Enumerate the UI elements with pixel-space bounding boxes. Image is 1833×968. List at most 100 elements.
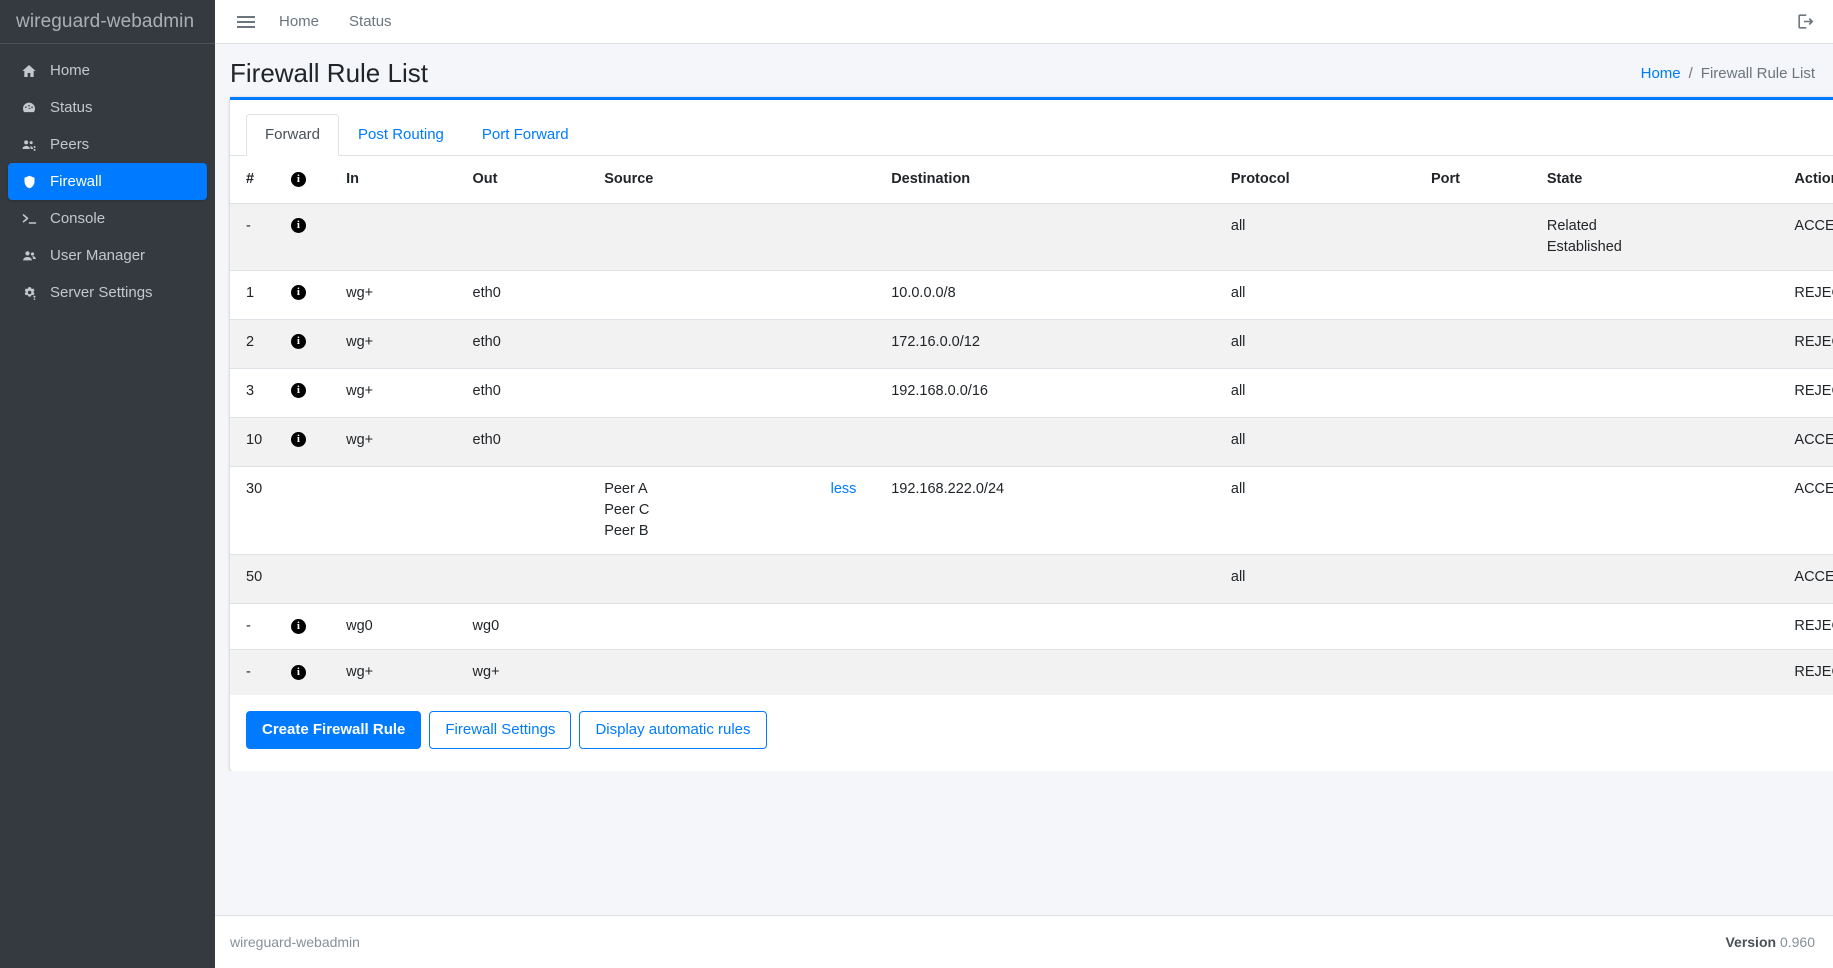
tab-forward[interactable]: Forward: [246, 114, 340, 156]
cell-action: REJECT: [1786, 367, 1833, 418]
info-icon[interactable]: i: [290, 432, 306, 448]
info-icon[interactable]: i: [290, 383, 306, 399]
info-icon: i: [290, 171, 306, 187]
table-row: -i wg+wg+ REJECT: [230, 648, 1833, 695]
info-icon[interactable]: i: [290, 618, 306, 634]
sidebar-item-home[interactable]: Home: [8, 52, 207, 89]
breadcrumb-separator: /: [1688, 65, 1693, 83]
cell-protocol: all: [1222, 318, 1424, 369]
breadcrumb-home-link[interactable]: Home: [1640, 65, 1681, 83]
content-body: Forward Post Routing Port Forward Defaul…: [215, 97, 1833, 771]
cell-action: REJECT: [1786, 602, 1833, 650]
less-link[interactable]: less: [830, 480, 857, 497]
sidebar-item-firewall[interactable]: Firewall: [8, 163, 207, 200]
sidebar-item-label: Server Settings: [50, 284, 153, 301]
cell-action: ACCEPT: [1786, 553, 1833, 604]
cell-state: [1538, 648, 1787, 695]
footer: wireguard-webadmin Version 0.960: [215, 915, 1833, 968]
sidebar-item-user-manager[interactable]: User Manager: [8, 237, 207, 274]
info-icon[interactable]: i: [290, 664, 306, 680]
cell-expand: [822, 553, 884, 604]
display-automatic-rules-button[interactable]: Display automatic rules: [579, 710, 767, 749]
cell-out: [464, 553, 597, 604]
cell-source: [596, 318, 823, 369]
cell-in: wg+: [338, 416, 465, 467]
hamburger-icon[interactable]: [231, 11, 255, 33]
action-button-row: Create Firewall Rule Firewall Settings D…: [230, 695, 1833, 771]
cell-info: i: [282, 648, 339, 695]
cell-destination: [883, 648, 1223, 695]
cell-protocol: all: [1222, 202, 1424, 271]
tab-port-forward[interactable]: Port Forward: [481, 126, 569, 144]
sidebar-item-console[interactable]: Console: [8, 200, 207, 237]
info-icon[interactable]: i: [290, 218, 306, 234]
cell-port: [1423, 553, 1539, 604]
navbar-link-status[interactable]: Status: [349, 13, 392, 30]
cell-protocol: all: [1222, 465, 1424, 555]
cell-protocol: all: [1222, 367, 1424, 418]
cell-destination: 192.168.222.0/24: [883, 465, 1223, 555]
cell-destination: [883, 553, 1223, 604]
state-value: Related: [1546, 217, 1597, 234]
table-row: 30 Peer A Peer C Peer B less 192.168.222.0/24…: [230, 465, 1833, 555]
cell-number: 2: [230, 318, 283, 369]
cell-state: [1538, 318, 1787, 369]
col-destination: Destination: [883, 155, 1223, 204]
col-expand: [822, 155, 884, 204]
content-spacer: [215, 770, 1833, 915]
sidebar-item-label: Console: [50, 210, 106, 227]
col-action: Action: [1786, 155, 1833, 204]
table-body: -iallRelatedEstablishedACCEPT1iwg+eth010…: [230, 202, 1833, 695]
cell-action: ACCEPT: [1786, 202, 1833, 271]
cell-in: wg+: [338, 318, 465, 369]
cell-info: i: [282, 367, 339, 418]
cell-action: ACCEPT: [1786, 416, 1833, 467]
cell-state: [1538, 269, 1787, 320]
sidebar-item-label: Home: [50, 62, 91, 79]
firewall-settings-button[interactable]: Firewall Settings: [429, 710, 572, 749]
cell-source: [596, 202, 823, 271]
cell-destination: [883, 602, 1223, 650]
cell-info: [282, 553, 339, 604]
cell-state: Related Established: [1538, 202, 1787, 271]
cell-action: REJECT: [1786, 318, 1833, 369]
terminal-icon: [18, 211, 40, 227]
col-state: State: [1538, 155, 1787, 204]
cell-port: [1423, 602, 1539, 650]
info-icon[interactable]: i: [290, 285, 306, 301]
source-peer: Peer C: [604, 501, 650, 518]
footer-version: Version 0.960: [1725, 934, 1815, 950]
cell-in: [338, 202, 465, 271]
cell-expand: [822, 367, 884, 418]
content-header: Firewall Rule List Home / Firewall Rule …: [215, 44, 1833, 97]
cell-source: Peer A Peer C Peer B: [596, 465, 823, 555]
cell-state: [1538, 553, 1787, 604]
cell-info: i: [282, 318, 339, 369]
navbar-right: [1796, 12, 1817, 31]
info-icon[interactable]: i: [290, 334, 306, 350]
cell-state: [1538, 416, 1787, 467]
create-firewall-rule-button[interactable]: Create Firewall Rule: [246, 710, 422, 749]
col-protocol: Protocol: [1222, 155, 1424, 204]
cell-out: eth0: [464, 269, 597, 320]
cell-destination: 172.16.0.0/12: [883, 318, 1223, 369]
table-header-row: # i In Out Source Destination Protocol P…: [230, 155, 1833, 204]
sidebar-item-server-settings[interactable]: Server Settings: [8, 274, 207, 311]
sidebar-item-peers[interactable]: Peers: [8, 126, 207, 163]
col-source: Source: [596, 155, 823, 204]
cell-info: i: [282, 602, 339, 650]
cell-out: wg+: [464, 648, 597, 695]
tab-post-routing[interactable]: Post Routing: [358, 126, 444, 144]
navbar-link-home[interactable]: Home: [279, 13, 320, 30]
logout-icon[interactable]: [1796, 12, 1815, 31]
card-header: Forward Post Routing Port Forward Defaul…: [230, 100, 1833, 156]
breadcrumb-current: Firewall Rule List: [1700, 65, 1815, 83]
cell-source: [596, 602, 823, 650]
sidebar-item-status[interactable]: Status: [8, 89, 207, 126]
cell-out: wg0: [464, 602, 597, 650]
cell-info: [282, 465, 339, 555]
cell-port: [1423, 648, 1539, 695]
